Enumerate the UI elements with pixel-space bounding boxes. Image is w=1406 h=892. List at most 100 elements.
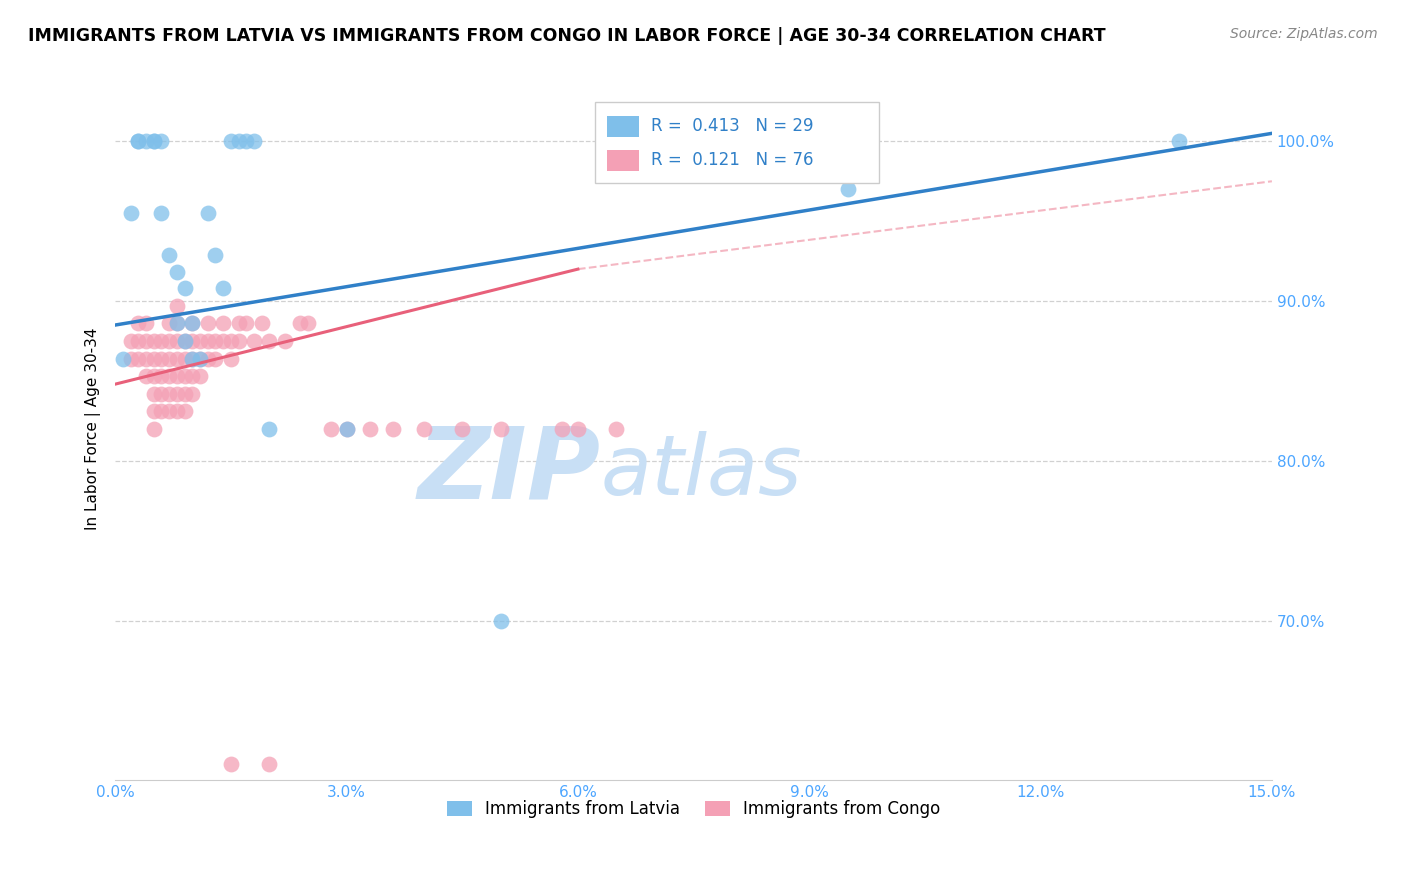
Point: [166, 404, 188, 418]
Point: [150, 334, 173, 348]
Point: [157, 404, 180, 418]
Point: [157, 351, 180, 366]
Point: [1168, 134, 1191, 148]
Point: [188, 351, 211, 366]
Point: [166, 317, 188, 331]
Point: [197, 334, 219, 348]
Point: [212, 334, 235, 348]
Point: [243, 134, 266, 148]
Point: [197, 206, 219, 220]
Point: [127, 351, 149, 366]
Point: [188, 369, 211, 384]
Point: [204, 334, 226, 348]
Point: [235, 317, 257, 331]
Point: [181, 369, 204, 384]
Point: [135, 334, 157, 348]
Point: [489, 422, 512, 436]
Point: [166, 351, 188, 366]
Legend: Immigrants from Latvia, Immigrants from Congo: Immigrants from Latvia, Immigrants from …: [440, 793, 948, 825]
Point: [335, 422, 357, 436]
Point: [166, 386, 188, 401]
Point: [142, 422, 165, 436]
Point: [219, 134, 242, 148]
Point: [142, 134, 165, 148]
Point: [173, 386, 195, 401]
Point: [228, 317, 250, 331]
Point: [120, 206, 142, 220]
Point: [381, 422, 404, 436]
Point: [142, 334, 165, 348]
Text: R =  0.413   N = 29: R = 0.413 N = 29: [651, 117, 813, 135]
Text: atlas: atlas: [600, 431, 803, 511]
Point: [157, 369, 180, 384]
Point: [181, 351, 204, 366]
Point: [127, 317, 149, 331]
Point: [605, 422, 627, 436]
Point: [166, 265, 188, 279]
Point: [150, 134, 173, 148]
Text: IMMIGRANTS FROM LATVIA VS IMMIGRANTS FROM CONGO IN LABOR FORCE | AGE 30-34 CORRE: IMMIGRANTS FROM LATVIA VS IMMIGRANTS FRO…: [28, 27, 1105, 45]
Point: [120, 334, 142, 348]
Point: [127, 334, 149, 348]
Point: [173, 334, 195, 348]
Point: [567, 422, 589, 436]
Point: [150, 386, 173, 401]
Point: [120, 351, 142, 366]
Point: [197, 317, 219, 331]
Point: [219, 334, 242, 348]
Point: [142, 351, 165, 366]
Point: [157, 334, 180, 348]
Point: [235, 134, 257, 148]
FancyBboxPatch shape: [607, 150, 640, 171]
Text: Source: ZipAtlas.com: Source: ZipAtlas.com: [1230, 27, 1378, 41]
Point: [412, 422, 434, 436]
Point: [127, 134, 149, 148]
Point: [335, 422, 357, 436]
Point: [166, 317, 188, 331]
Point: [489, 614, 512, 628]
Point: [228, 334, 250, 348]
Point: [150, 369, 173, 384]
Point: [142, 134, 165, 148]
Point: [181, 386, 204, 401]
FancyBboxPatch shape: [607, 116, 640, 137]
Point: [135, 317, 157, 331]
Point: [181, 317, 204, 331]
Point: [451, 422, 474, 436]
Point: [166, 369, 188, 384]
Point: [142, 369, 165, 384]
Point: [181, 317, 204, 331]
Point: [157, 386, 180, 401]
Point: [204, 351, 226, 366]
Point: [188, 334, 211, 348]
Point: [166, 299, 188, 313]
Point: [127, 134, 149, 148]
Point: [188, 351, 211, 366]
Point: [219, 351, 242, 366]
Point: [173, 404, 195, 418]
Point: [173, 351, 195, 366]
Y-axis label: In Labor Force | Age 30-34: In Labor Force | Age 30-34: [86, 327, 101, 530]
Point: [212, 281, 235, 295]
Point: [319, 422, 342, 436]
Point: [551, 422, 574, 436]
Point: [219, 757, 242, 772]
Point: [135, 134, 157, 148]
Text: ZIP: ZIP: [418, 423, 600, 519]
Point: [212, 317, 235, 331]
Point: [150, 404, 173, 418]
Point: [259, 334, 281, 348]
Point: [204, 248, 226, 262]
Point: [297, 317, 319, 331]
Point: [173, 369, 195, 384]
Point: [157, 317, 180, 331]
Point: [274, 334, 297, 348]
Point: [150, 351, 173, 366]
Point: [135, 369, 157, 384]
Point: [173, 281, 195, 295]
Point: [181, 351, 204, 366]
Point: [359, 422, 381, 436]
Point: [111, 351, 134, 366]
Point: [259, 757, 281, 772]
Point: [243, 334, 266, 348]
